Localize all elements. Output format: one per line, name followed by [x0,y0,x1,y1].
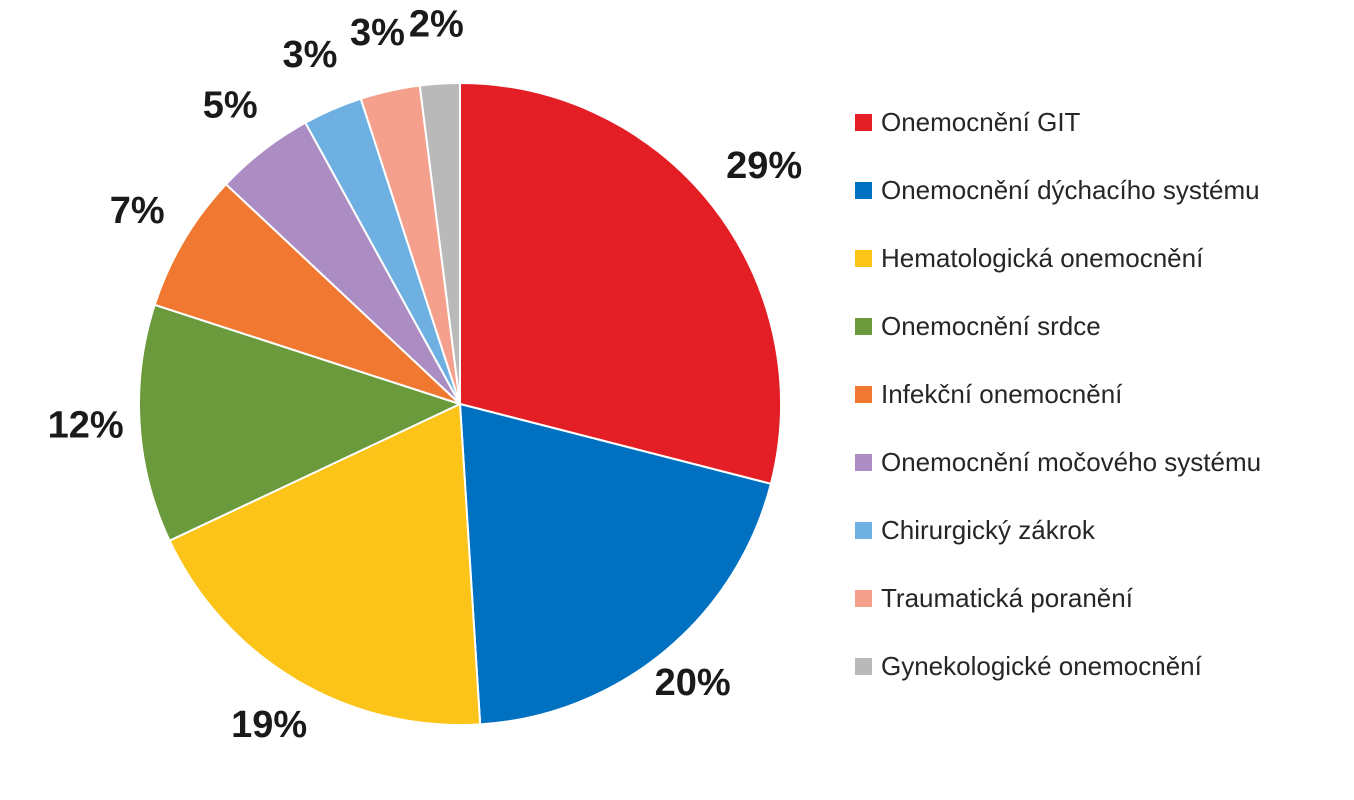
slice-value-label: 19% [231,704,307,746]
legend-swatch [855,385,872,403]
legend-label: Gynekologické onemocnění [881,650,1202,681]
legend-swatch [855,249,872,267]
legend-item: Onemocnění močového systému [855,428,1345,496]
slice-value-label: 7% [110,190,165,232]
slice-value-label: 3% [282,34,337,76]
legend-swatch [855,317,872,335]
legend-label: Onemocnění GIT [881,106,1081,137]
legend-label: Infekční onemocnění [881,378,1123,409]
legend-item: Infekční onemocnění [855,360,1345,428]
pie-slice [458,402,773,726]
legend-label: Onemocnění močového systému [881,446,1262,477]
legend-item: Onemocnění GIT [855,88,1345,156]
slice-value-label: 20% [655,662,731,704]
legend-item: Hematologická onemocnění [855,224,1345,292]
legend-label: Traumatická poranění [881,582,1133,613]
pie-slice [153,182,461,405]
slice-value-label: 12% [48,405,124,447]
pie-slice [138,303,463,543]
pie-slices [138,81,782,726]
slice-value-label: 3% [350,12,405,54]
legend-swatch [855,589,872,607]
slice-value-label: 5% [203,85,258,127]
legend-item: Onemocnění srdce [855,292,1345,360]
legend-item: Traumatická poranění [855,564,1345,632]
legend-swatch [855,113,872,131]
legend-item: Onemocnění dýchacího systému [855,156,1345,224]
pie-slice [168,402,482,726]
pie-value-labels: 29%20%19%12%7%5%3%3% 2% [48,4,803,746]
pie-slice [459,81,782,486]
legend-label: Onemocnění srdce [881,310,1101,341]
legend-item: Gynekologické onemocnění [855,632,1345,700]
pie-slice [418,81,461,405]
legend-label: Chirurgický zákrok [881,514,1095,545]
legend-item: Chirurgický zákrok [855,496,1345,564]
legend-label: Onemocnění dýchacího systému [881,174,1260,205]
slice-value-label: 29% [726,145,802,187]
legend-swatch [855,453,872,471]
legend-swatch [855,657,872,675]
legend-swatch [855,181,872,199]
legend-label: Hematologická onemocnění [881,242,1204,273]
legend-swatch [855,521,872,539]
slice-value-label: 2% [409,4,464,46]
chart-legend: Onemocnění GIT Onemocnění dýchacího systé… [855,88,1345,700]
